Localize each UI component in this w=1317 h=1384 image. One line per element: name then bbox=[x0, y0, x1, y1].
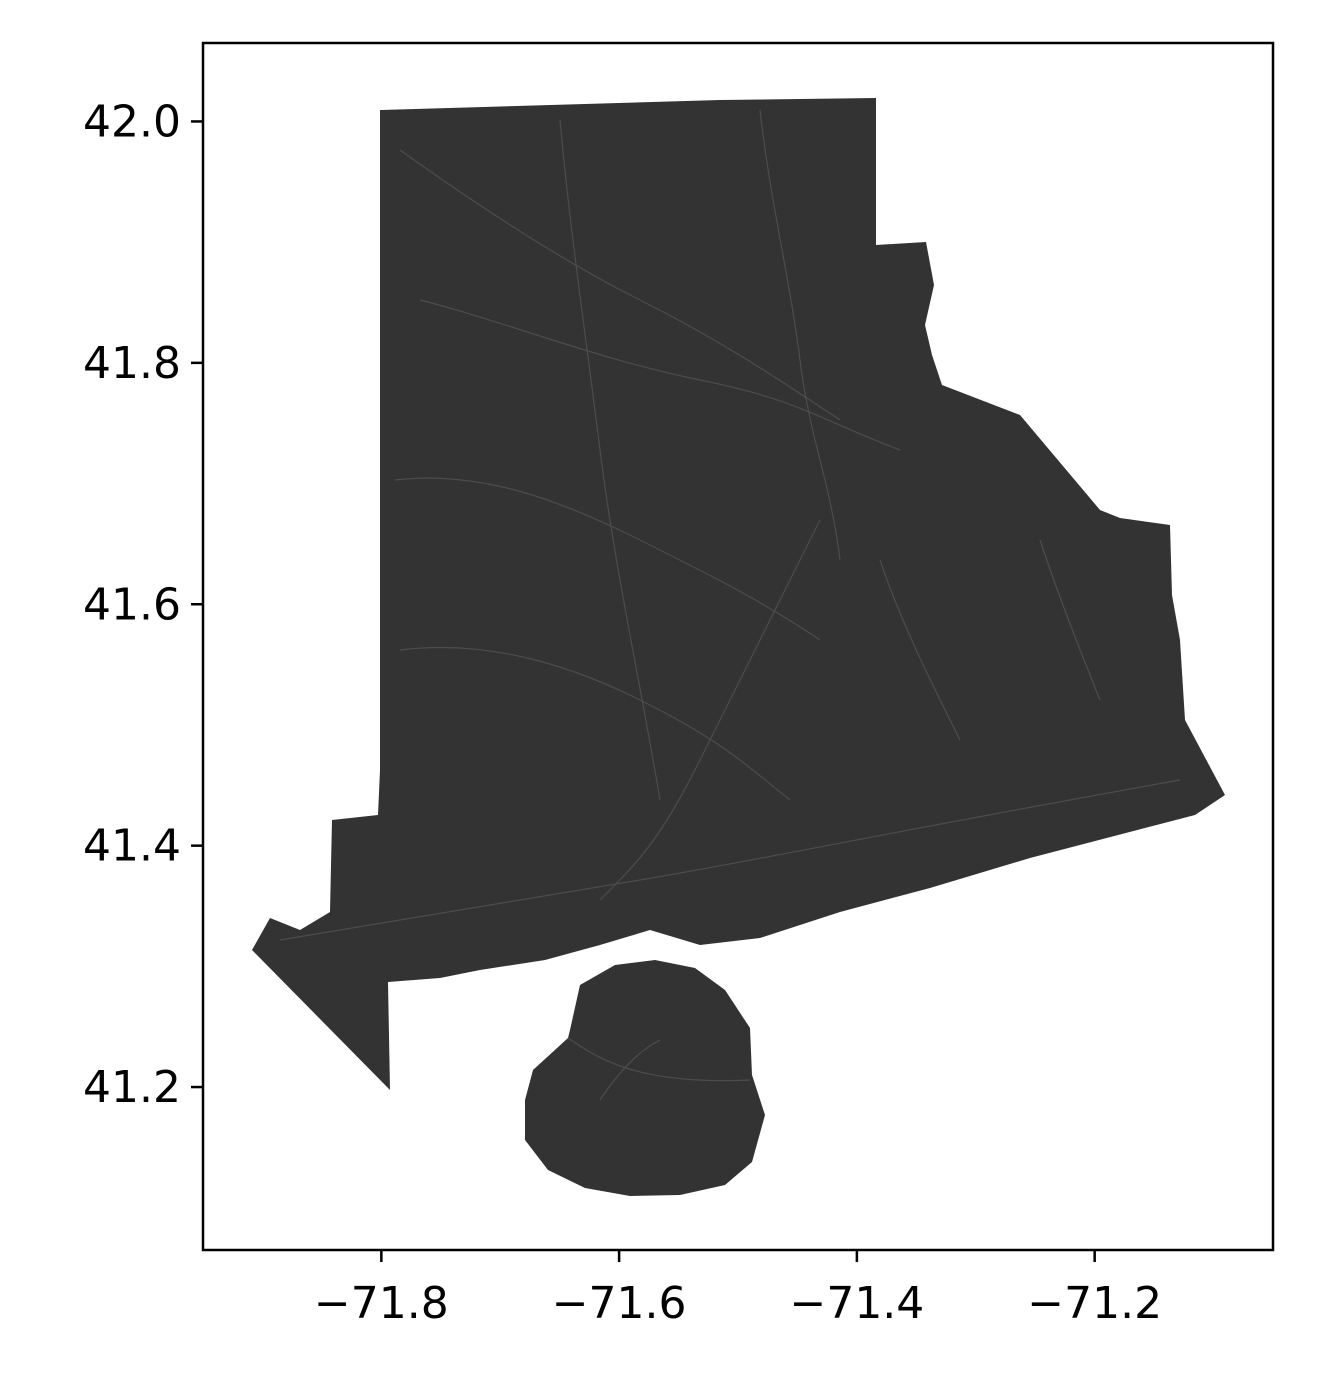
road-line bbox=[879, 559, 961, 741]
road-line bbox=[559, 119, 661, 801]
x-tick-label: −71.8 bbox=[314, 1278, 449, 1329]
road-line bbox=[394, 477, 821, 641]
x-axis: −71.8 −71.6 −71.4 −71.2 bbox=[314, 1250, 1162, 1329]
y-tick-label: 41.6 bbox=[83, 579, 181, 630]
road-line bbox=[759, 109, 841, 561]
road-line bbox=[567, 1037, 751, 1082]
map-shapes bbox=[252, 98, 1225, 1196]
road-line bbox=[599, 519, 821, 901]
road-line bbox=[399, 646, 791, 801]
road-line bbox=[419, 299, 901, 451]
plot-frame bbox=[201, 41, 1275, 1252]
x-tick-label: −71.6 bbox=[552, 1278, 687, 1329]
y-tick-label: 41.8 bbox=[83, 338, 181, 389]
road-line bbox=[279, 779, 1181, 941]
y-tick-label: 41.2 bbox=[83, 1062, 181, 1113]
road-lines bbox=[279, 109, 1181, 1101]
axes-frame bbox=[201, 41, 1275, 1252]
road-line bbox=[1039, 539, 1101, 701]
mainland-region bbox=[252, 98, 1225, 1090]
x-tick-label: −71.2 bbox=[1027, 1278, 1162, 1329]
y-tick-label: 42.0 bbox=[83, 96, 181, 147]
road-line bbox=[399, 149, 841, 421]
block-island-region bbox=[525, 960, 765, 1196]
x-tick-label: −71.4 bbox=[789, 1278, 924, 1329]
road-line bbox=[599, 1039, 661, 1101]
y-tick-label: 41.4 bbox=[83, 821, 181, 872]
y-axis: 42.0 41.8 41.6 41.4 41.2 bbox=[83, 96, 203, 1113]
